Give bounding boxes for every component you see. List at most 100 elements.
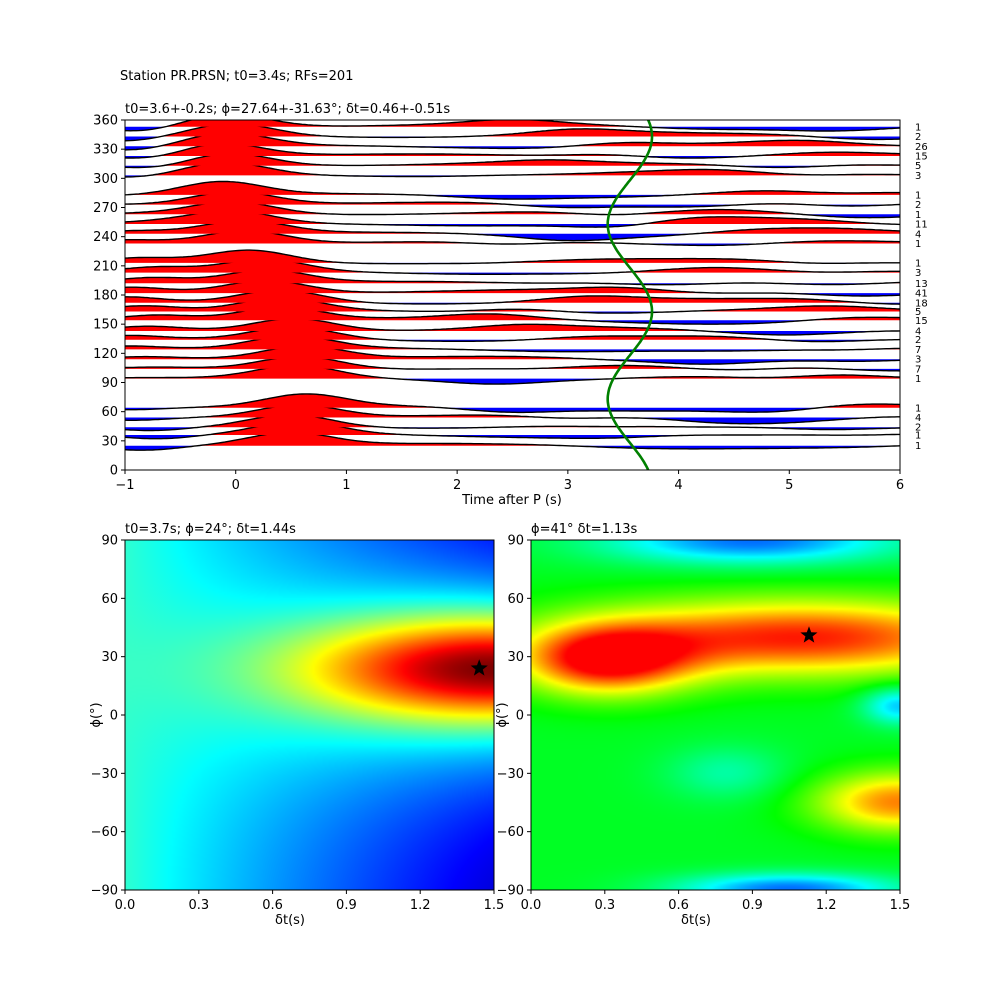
rf-count-label: 5 [915,161,921,172]
y-tick-label: 300 [93,172,118,187]
rf-trace [125,142,900,159]
rf-positive-fill [125,230,900,244]
rf-positive-fill [125,120,900,127]
x-tick-label: 0.9 [742,898,763,913]
x-tick-label: 0 [232,478,240,493]
rf-stack-title: t0=3.6+-0.2s; ϕ=27.64+-31.63°; δt=0.46+-… [125,102,450,117]
y-tick-label: 30 [101,434,118,449]
y-tick-label: 360 [93,114,118,129]
energy-ylabel: ϕ(°) [89,702,104,727]
rf-positive-fill [125,269,900,284]
rf-negative-fill [125,194,900,200]
rf-count-label: 1 [915,441,921,452]
rf-trace-line [125,364,900,385]
rf-count-label: 1 [915,122,921,133]
rf-positive-fill [125,162,900,176]
rf-positive-fill [125,432,900,446]
y-tick-label: 0 [110,464,118,479]
rf-trace-line [125,431,900,451]
rf-stack-y-axis: 0 30 60 90 120 150 180 210 240 270 300 330 360 [93,114,125,479]
y-tick-label: −90 [91,884,118,899]
rf-negative-fill [125,359,900,365]
energy-title: t0=3.7s; ϕ=24°; δt=1.44s [125,522,296,537]
rf-trace-line [125,249,900,265]
x-tick-label: 2 [453,478,461,493]
rf-count-label: 4 [915,326,921,337]
rf-positive-fill [125,404,900,418]
rf-count-label: 1 [915,210,921,221]
y-tick-label: 30 [101,650,118,665]
rf-positive-fill [125,181,900,195]
rf-count-label: 3 [915,355,921,366]
y-tick-label: 90 [101,376,118,391]
y-tick-label: −60 [91,825,118,840]
rf-count-label: 3 [915,171,921,182]
y-tick-label: 60 [507,592,524,607]
rf-negative-fill [125,320,900,325]
rf-positive-fill [125,280,900,294]
rf-count-label: 7 [915,345,921,356]
rf-trace [125,317,900,336]
rf-count-label: 18 [915,298,928,309]
y-tick-label: 330 [93,143,118,158]
rf-stack-xlabel: Time after P (s) [461,493,562,508]
x-tick-label: 5 [785,478,793,493]
rf-positive-fill [125,393,900,408]
y-tick-label: −30 [91,767,118,782]
x-tick-label: 0.0 [521,898,542,913]
rf-trace [125,355,900,372]
x-tick-label: 1 [342,478,350,493]
rf-stack-x-axis: −1 0 1 2 3 4 5 6 [115,470,904,493]
x-tick-label: 0.6 [668,898,689,913]
rf-positive-fill [125,153,900,166]
rf-count-label: 11 [915,220,928,231]
rf-trace [125,404,900,425]
rf-positive-fill [125,259,900,273]
rf-count-label: 1 [915,431,921,442]
x-tick-label: 1.2 [410,898,431,913]
rf-positive-fill [125,210,900,224]
grid-search-xcorr-panel: ϕ=41° δt=1.13s 0.0 0.3 0.6 0.9 1.2 1.5 −90 −60 −… [495,522,910,928]
y-tick-label: 210 [93,259,118,274]
rf-positive-fill [125,307,900,321]
rf-positive-fill [125,143,900,156]
x-tick-label: 1.5 [890,898,911,913]
rf-trace-line [125,345,900,365]
rf-trace-line [125,326,900,343]
rf-trace-line [125,404,900,425]
rf-trace [125,120,900,132]
rf-count-label: 3 [915,268,921,279]
rf-negative-fill [125,204,900,208]
x-tick-label: 0.3 [594,898,615,913]
rf-trace [125,431,900,451]
x-tick-label: 0.9 [336,898,357,913]
y-tick-label: −90 [497,884,524,899]
energy-heatmap [125,540,494,890]
rf-stack-panel: t0=3.6+-0.2s; ϕ=27.64+-31.63°; δt=0.46+-… [93,102,928,508]
t0-curve-line [606,120,654,470]
rf-count-label: 2 [915,423,921,434]
rf-trace-line [125,142,900,159]
xcorr-best-star [800,626,818,643]
x-tick-label: 1.5 [484,898,505,913]
rf-trace-line [125,414,900,432]
y-tick-label: 180 [93,289,118,304]
rf-count-label: 15 [915,151,928,162]
rf-count-label: 41 [915,289,928,300]
rf-count-label: 13 [915,279,928,290]
rf-negative-fill [125,378,900,385]
rf-count-label: 1 [915,239,921,250]
rf-trace [125,180,900,200]
rf-count-label: 2 [915,132,921,143]
y-tick-label: 240 [93,230,118,245]
rf-count-label: 4 [915,413,921,424]
x-tick-label: 1.2 [816,898,837,913]
xcorr-heatmap-image [531,540,900,890]
y-tick-label: 120 [93,347,118,362]
rf-trace [125,393,900,414]
y-tick-label: 90 [507,534,524,549]
x-tick-label: 4 [674,478,682,493]
x-tick-label: 0.0 [115,898,136,913]
rf-count-label: 2 [915,335,921,346]
